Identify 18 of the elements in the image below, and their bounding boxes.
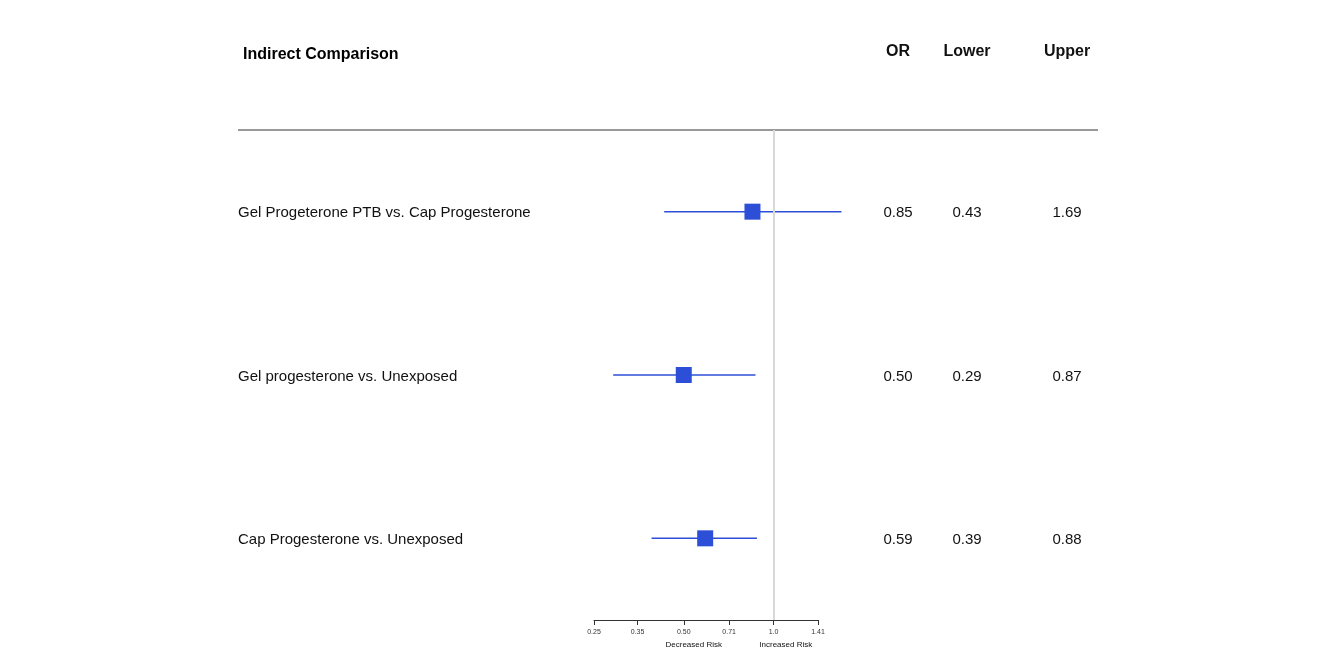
text: 0.43 xyxy=(952,203,982,221)
text: Decreased Risk xyxy=(665,639,723,649)
data-label: 0.59 xyxy=(883,529,913,547)
text: Increased Risk xyxy=(759,639,814,649)
text: 1.69 xyxy=(1052,203,1082,221)
y-tick-label: Gel Progeterone PTB vs. Cap Progesterone xyxy=(238,203,531,221)
text: 0.39 xyxy=(952,529,982,547)
text: 0.88 xyxy=(1052,529,1082,547)
text: Lower xyxy=(943,41,991,59)
text: Upper xyxy=(1043,41,1091,59)
y-tick-label: Gel progesterone vs. Unexposed xyxy=(238,366,458,384)
data-label: 0.85 xyxy=(883,203,913,221)
y-tick-label: Cap Progesterone vs. Unexposed xyxy=(238,529,464,547)
data-label: 0.50 xyxy=(883,366,913,384)
text: OR xyxy=(886,41,911,59)
text: 0.29 xyxy=(952,366,982,384)
text: Indirect Comparison xyxy=(243,44,399,62)
text: 0.87 xyxy=(1052,366,1082,384)
